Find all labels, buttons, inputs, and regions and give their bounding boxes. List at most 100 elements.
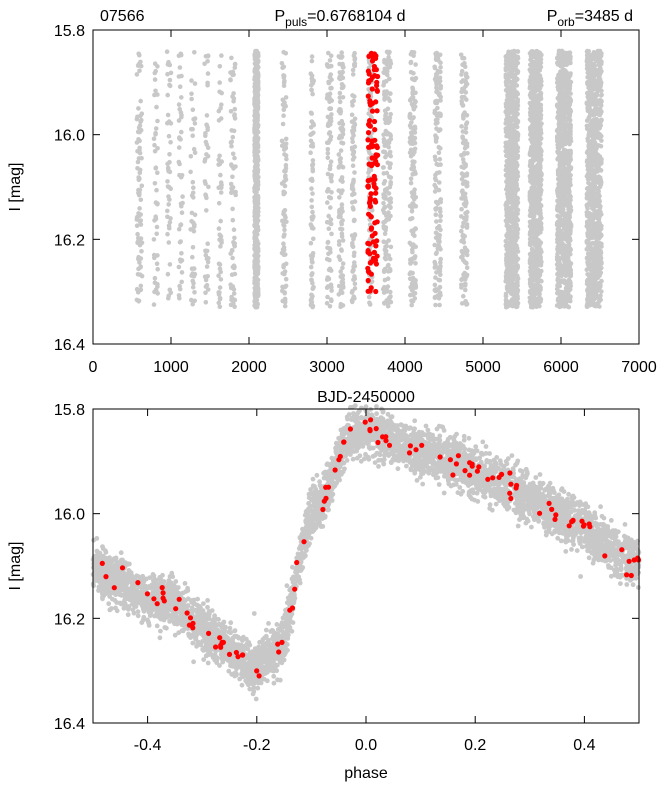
data-point [340, 85, 346, 90]
data-point [463, 142, 469, 148]
data-point [529, 299, 535, 305]
data-point [166, 133, 172, 139]
data-point [515, 76, 520, 82]
data-point [217, 153, 222, 159]
data-point [562, 165, 567, 171]
data-point [436, 268, 442, 273]
data-point [515, 281, 520, 287]
data-point [139, 111, 145, 116]
data-point [530, 236, 535, 242]
data-point [167, 225, 172, 231]
data-point [382, 117, 388, 122]
data-point [512, 169, 518, 175]
data-point [137, 129, 142, 135]
data-point [381, 192, 386, 197]
data-point [531, 294, 536, 299]
data-point [337, 195, 342, 200]
data-point [204, 264, 210, 269]
data-point [178, 52, 184, 58]
data-point [463, 287, 468, 293]
data-point [388, 111, 394, 117]
data-point [432, 154, 438, 160]
data-point [432, 110, 438, 116]
data-point [179, 95, 184, 100]
data-point [505, 171, 510, 177]
data-point [563, 121, 569, 127]
data-point [437, 285, 442, 291]
data-point [537, 77, 542, 83]
data-point [433, 288, 439, 294]
data-point [515, 235, 520, 240]
data-point [433, 212, 439, 217]
data-point [349, 112, 355, 118]
data-point [218, 218, 223, 224]
data-point [155, 118, 160, 124]
data-point [508, 186, 513, 191]
data-point [136, 211, 141, 216]
data-point [216, 162, 221, 167]
data-point [435, 105, 440, 111]
data-point [310, 91, 315, 97]
data-point [230, 217, 236, 223]
data-point [409, 120, 414, 125]
data-point [352, 170, 357, 175]
data-point [351, 294, 357, 300]
data-point [341, 65, 346, 70]
data-point [352, 281, 358, 287]
data-point [135, 63, 141, 68]
data-point [561, 262, 567, 268]
data-point [167, 197, 172, 202]
data-point [189, 91, 194, 97]
data-point [283, 276, 289, 282]
data-point [382, 205, 388, 210]
data-point [566, 245, 572, 250]
data-point [337, 257, 343, 263]
data-point [189, 78, 194, 83]
data-point [536, 130, 541, 135]
data-point [189, 218, 194, 224]
data-point [255, 266, 261, 271]
data-point [281, 191, 287, 197]
data-point [527, 152, 533, 157]
data-point [179, 210, 185, 215]
data-point [351, 267, 356, 273]
data-point [352, 274, 357, 279]
data-point [386, 55, 391, 60]
data-point [432, 265, 438, 270]
data-point [460, 237, 466, 242]
data-point [459, 72, 464, 77]
data-point [138, 59, 143, 65]
data-point [168, 186, 173, 192]
data-point [192, 290, 197, 295]
data-point [352, 94, 357, 99]
data-point [283, 283, 289, 289]
data-point [232, 155, 237, 161]
data-point [536, 238, 541, 243]
data-point [504, 207, 510, 213]
data-point [387, 64, 393, 70]
data-point [510, 61, 515, 67]
data-point [433, 177, 439, 183]
data-point [191, 146, 197, 152]
data-point [535, 180, 541, 186]
data-point [533, 226, 539, 231]
data-point [255, 100, 261, 105]
data-point [165, 179, 170, 184]
data-point [562, 195, 568, 201]
data-point [435, 236, 441, 242]
data-point [464, 247, 469, 253]
data-point [508, 263, 513, 269]
data-point [462, 283, 468, 288]
data-point [134, 72, 140, 77]
data-point [338, 107, 343, 112]
data-point [504, 78, 509, 84]
data-point [327, 74, 333, 80]
data-point [176, 102, 182, 107]
data-point [229, 162, 234, 167]
data-point [560, 252, 565, 257]
data-point [555, 95, 561, 101]
data-point [168, 290, 174, 296]
data-point [381, 83, 386, 88]
data-point [328, 195, 334, 201]
